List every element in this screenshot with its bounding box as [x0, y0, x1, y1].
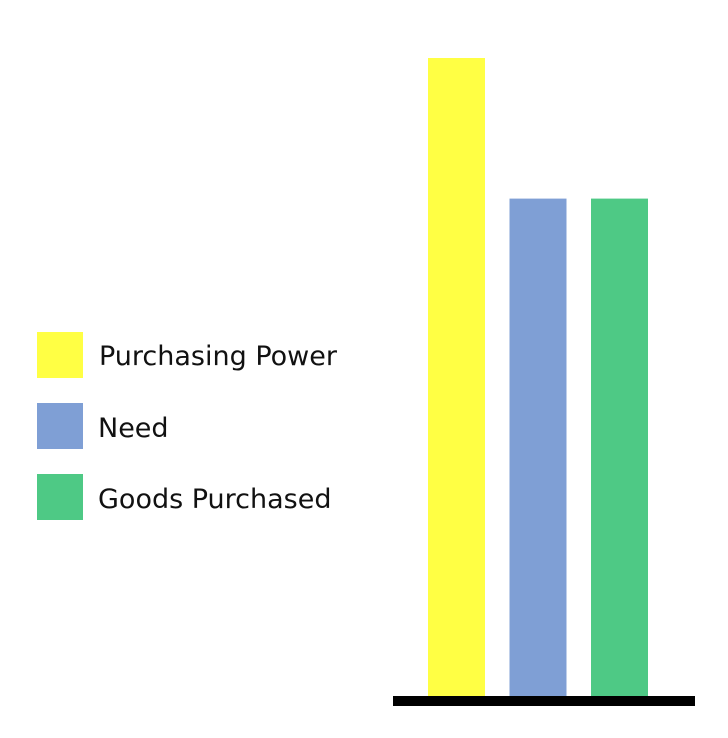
- legend-label-purchasing-power: Purchasing Power: [99, 341, 338, 372]
- legend: Purchasing Power Need Goods Purchased: [37, 332, 338, 520]
- legend-swatch-purchasing-power: [37, 332, 83, 378]
- bar-goods-purchased: [591, 198, 648, 697]
- bars-group: [428, 58, 648, 697]
- legend-entry-goods-purchased: Goods Purchased: [37, 474, 332, 520]
- legend-label-goods-purchased: Goods Purchased: [98, 484, 332, 515]
- legend-swatch-goods-purchased: [37, 474, 83, 520]
- legend-label-need: Need: [98, 413, 169, 444]
- x-axis-baseline: [393, 696, 695, 706]
- bar-purchasing-power: [428, 58, 485, 697]
- legend-entry-purchasing-power: Purchasing Power: [37, 332, 338, 378]
- legend-swatch-need: [37, 403, 83, 449]
- legend-entry-need: Need: [37, 403, 169, 449]
- bar-need: [509, 198, 567, 697]
